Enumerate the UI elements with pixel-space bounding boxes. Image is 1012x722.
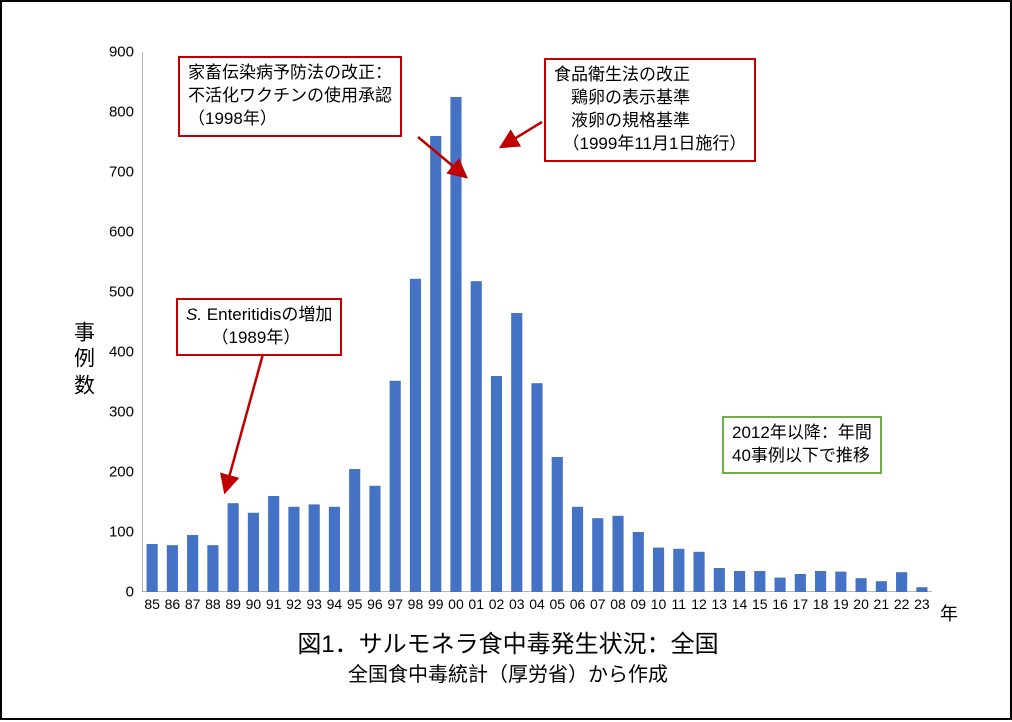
bar bbox=[268, 496, 279, 592]
x-tick-label: 85 bbox=[144, 596, 160, 612]
bar bbox=[673, 549, 684, 592]
bar bbox=[531, 383, 542, 592]
annotation-food-sanitation-law: 食品衛生法の改正 鶏卵の表示基準 液卵の規格基準 （1999年11月1日施行） bbox=[544, 58, 756, 162]
x-tick-label: 87 bbox=[185, 596, 201, 612]
x-tick-label: 86 bbox=[165, 596, 181, 612]
bar bbox=[856, 578, 867, 592]
x-tick-label: 12 bbox=[691, 596, 707, 612]
y-tick-label: 900 bbox=[109, 44, 134, 61]
bar bbox=[714, 568, 725, 592]
bar bbox=[471, 281, 482, 592]
x-tick-label: 18 bbox=[813, 596, 829, 612]
x-tick-label: 19 bbox=[833, 596, 849, 612]
chart-title-main: 図1．サルモネラ食中毒発生状況：全国 bbox=[2, 624, 1012, 659]
x-tick-label: 95 bbox=[347, 596, 363, 612]
x-tick-label: 97 bbox=[387, 596, 403, 612]
x-tick-label: 05 bbox=[549, 596, 565, 612]
bar bbox=[248, 513, 259, 592]
bar bbox=[633, 532, 644, 592]
bar bbox=[916, 587, 927, 592]
x-tick-label: 14 bbox=[732, 596, 748, 612]
x-tick-label: 91 bbox=[266, 596, 282, 612]
annotation-vaccine-law: 家畜伝染病予防法の改正：不活化ワクチンの使用承認（1998年） bbox=[178, 56, 402, 137]
x-tick-label: 06 bbox=[570, 596, 586, 612]
bar bbox=[430, 136, 441, 592]
chart-title-sub: 全国食中毒統計（厚労省）から作成 bbox=[2, 658, 1012, 687]
x-tick-label: 90 bbox=[246, 596, 262, 612]
x-tick-label: 92 bbox=[286, 596, 302, 612]
bar bbox=[653, 548, 664, 592]
x-tick-label: 94 bbox=[327, 596, 343, 612]
x-tick-label: 20 bbox=[853, 596, 869, 612]
x-tick-label: 01 bbox=[468, 596, 484, 612]
bar bbox=[754, 571, 765, 592]
bar bbox=[167, 545, 178, 592]
bar bbox=[592, 518, 603, 592]
y-tick-label: 500 bbox=[109, 284, 134, 301]
bar bbox=[572, 507, 583, 592]
bar bbox=[288, 507, 299, 592]
x-tick-label: 16 bbox=[772, 596, 788, 612]
x-tick-label: 23 bbox=[914, 596, 930, 612]
bar bbox=[147, 544, 158, 592]
bar bbox=[815, 571, 826, 592]
y-tick-label: 800 bbox=[109, 104, 134, 121]
y-tick-label: 300 bbox=[109, 404, 134, 421]
x-tick-label: 11 bbox=[672, 596, 687, 612]
annotation-post-2012: 2012年以降：年間40事例以下で推移 bbox=[722, 416, 882, 474]
y-tick-label: 100 bbox=[109, 524, 134, 541]
y-axis-title: 事 例 数 bbox=[74, 321, 95, 400]
x-tick-label: 99 bbox=[428, 596, 444, 612]
bar bbox=[187, 535, 198, 592]
bar bbox=[228, 503, 239, 592]
bar bbox=[896, 572, 907, 592]
bar bbox=[835, 572, 846, 592]
x-tick-label: 22 bbox=[894, 596, 910, 612]
x-tick-label: 08 bbox=[610, 596, 626, 612]
bar bbox=[329, 507, 340, 592]
bar bbox=[511, 313, 522, 592]
x-tick-label: 88 bbox=[205, 596, 221, 612]
x-tick-label: 13 bbox=[712, 596, 728, 612]
x-tick-label: 09 bbox=[630, 596, 646, 612]
x-tick-label: 21 bbox=[874, 596, 890, 612]
annotation-enteritidis: S. Enteritidisの増加 （1989年） bbox=[176, 298, 342, 356]
x-tick-label: 02 bbox=[489, 596, 505, 612]
bar bbox=[552, 457, 563, 592]
bar bbox=[795, 574, 806, 592]
bar bbox=[349, 469, 360, 592]
y-tick-label: 0 bbox=[126, 584, 134, 601]
x-tick-label: 03 bbox=[509, 596, 525, 612]
y-tick-label: 600 bbox=[109, 224, 134, 241]
bar bbox=[491, 376, 502, 592]
x-tick-label: 17 bbox=[793, 596, 809, 612]
x-tick-label: 89 bbox=[225, 596, 241, 612]
bar bbox=[734, 571, 745, 592]
x-tick-label: 96 bbox=[367, 596, 383, 612]
bar bbox=[612, 516, 623, 592]
bar bbox=[410, 279, 421, 592]
bar bbox=[775, 578, 786, 592]
y-tick-label: 400 bbox=[109, 344, 134, 361]
y-tick-label: 200 bbox=[109, 464, 134, 481]
x-tick-label: 00 bbox=[448, 596, 464, 612]
bar bbox=[450, 97, 461, 592]
bar bbox=[693, 552, 704, 592]
x-tick-label: 98 bbox=[408, 596, 424, 612]
bar bbox=[369, 486, 380, 592]
x-tick-label: 93 bbox=[306, 596, 322, 612]
x-tick-label: 10 bbox=[651, 596, 667, 612]
x-tick-label: 07 bbox=[590, 596, 606, 612]
chart-frame: 事 例 数 0100200300400500600700800900 85868… bbox=[0, 0, 1012, 720]
bar bbox=[390, 381, 401, 592]
x-axis-title: 年 bbox=[940, 600, 958, 626]
bar bbox=[876, 581, 887, 592]
y-tick-label: 700 bbox=[109, 164, 134, 181]
x-tick-label: 04 bbox=[529, 596, 545, 612]
bar bbox=[309, 504, 320, 592]
bar bbox=[207, 545, 218, 592]
x-tick-label: 15 bbox=[752, 596, 768, 612]
